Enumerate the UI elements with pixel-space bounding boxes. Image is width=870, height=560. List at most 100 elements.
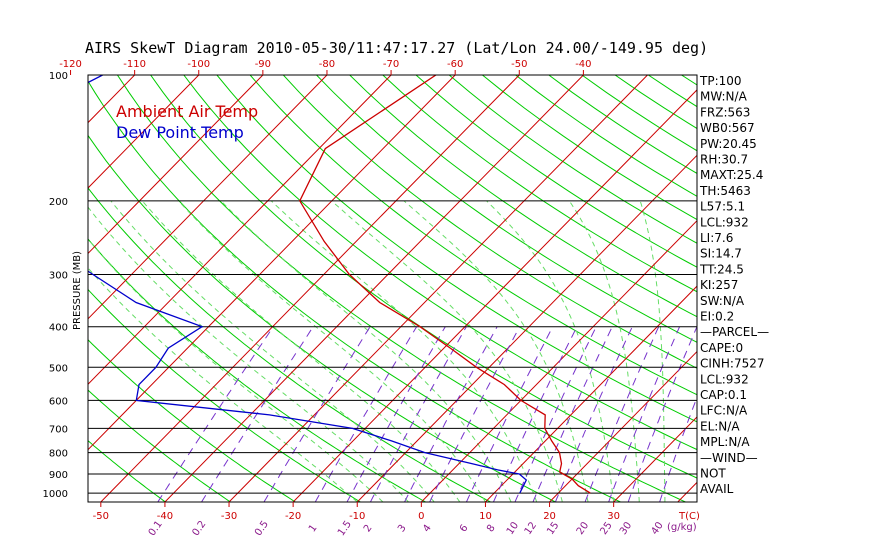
mixing-ratio-label: 20: [575, 520, 591, 537]
top-temperature-axis: -120 -110 -100 -90 -80 -70 -60 -50 -40: [59, 59, 592, 75]
moist-adiabat: [88, 267, 358, 502]
mixing-ratio-line: [554, 326, 633, 502]
mixing-ratio-line: [201, 326, 314, 502]
top-tick-label: -120: [59, 59, 82, 70]
dry-adiabat: [316, 75, 697, 343]
isotherm: [742, 75, 870, 502]
ambient-air-temp-line: [299, 75, 591, 494]
dry-adiabat: [88, 288, 361, 502]
mixing-ratio-label: 1: [307, 523, 320, 535]
moist-adiabat: [486, 200, 615, 502]
legend-dewpoint: Dew Point Temp: [116, 123, 244, 142]
top-tick-label: -80: [319, 59, 335, 70]
mixing-ratio-label: 3: [396, 523, 409, 535]
moist-adiabat: [110, 200, 435, 502]
dry-adiabat: [88, 440, 166, 502]
index-label: FRZ:563: [700, 105, 750, 119]
dry-adiabat: [88, 134, 556, 502]
moist-adiabat: [220, 200, 512, 502]
mixing-ratio-label: 8: [485, 523, 498, 535]
isotherm: [0, 75, 6, 502]
mixing-ratio-label: 40: [649, 520, 665, 537]
isotherm: [88, 75, 456, 451]
dry-adiabat: [382, 75, 697, 293]
bottom-tick-label: 30: [607, 511, 620, 522]
top-tick-label: -90: [255, 59, 271, 70]
dry-adiabat: [183, 75, 697, 451]
mixing-ratio-line: [492, 326, 578, 502]
top-tick-label: -70: [383, 59, 399, 70]
dry-adiabat: [88, 339, 296, 502]
bottom-tick-label: -30: [221, 511, 237, 522]
dry-adiabat: [249, 75, 697, 396]
mixing-ratio-label: 15: [545, 520, 561, 537]
mixing-ratio-line: [369, 326, 467, 502]
index-label: AVAIL: [700, 482, 734, 496]
top-tick-label: -60: [447, 59, 463, 70]
pressure-tick-label: 400: [49, 323, 68, 334]
mixing-ratio-line: [627, 326, 697, 502]
index-label: MPL:N/A: [700, 435, 750, 449]
index-label: CAP:0.1: [700, 388, 747, 402]
mixing-ratio-label: 6: [458, 523, 471, 535]
index-label: CAPE:0: [700, 341, 743, 355]
isotherm: [292, 89, 697, 502]
pressure-tick-label: 600: [49, 396, 68, 407]
index-label: RH:30.7: [700, 153, 748, 167]
dry-adiabat: [88, 238, 426, 502]
mixing-ratio-line: [659, 395, 697, 502]
mixing-ratio-label: 12: [523, 520, 539, 537]
index-label: MW:N/A: [700, 90, 748, 104]
chart-title: AIRS SkewT Diagram 2010-05-30/11:47:17.2…: [85, 39, 708, 57]
bottom-tick-label: -10: [349, 511, 365, 522]
dry-adiabat: [748, 75, 870, 502]
pressure-tick-label: 700: [49, 424, 68, 435]
index-label: MAXT:25.4: [700, 168, 763, 182]
bottom-tick-label: 10: [479, 511, 492, 522]
bottom-tick-label: 20: [543, 511, 556, 522]
index-label: SW:N/A: [700, 294, 745, 308]
mixing-ratio-line: [314, 326, 418, 502]
pressure-tick-label: 500: [49, 363, 68, 374]
index-label: TH:5463: [699, 184, 751, 198]
dry-adiabat: [282, 75, 697, 369]
pressure-tick-label: 900: [49, 470, 68, 481]
y-axis-label: PRESSURE (MB): [72, 251, 83, 330]
index-label: CINH:7527: [700, 357, 765, 371]
plot-frame: [87, 74, 698, 503]
index-label: L57:5.1: [700, 200, 745, 214]
top-tick-label: -40: [575, 59, 591, 70]
dry-adiabat: [216, 75, 697, 423]
index-label: —PARCEL—: [700, 325, 769, 339]
dry-adiabat: [415, 75, 697, 268]
moist-adiabat: [141, 200, 461, 502]
mixing-ratio-label: 30: [618, 520, 634, 537]
mixing-ratio-label: 25: [598, 520, 614, 537]
pressure-tick-label: 300: [49, 271, 68, 282]
index-label: EI:0.2: [700, 310, 734, 324]
index-label: —WIND—: [700, 451, 758, 465]
index-label: TT:24.5: [699, 262, 744, 276]
bottom-tick-label: 0: [418, 511, 424, 522]
diagram-grid: [0, 75, 870, 502]
isotherm: [228, 75, 648, 502]
dry-adiabat: [88, 389, 231, 502]
index-label: TP:100: [699, 74, 742, 88]
isotherm: [549, 350, 697, 502]
mixing-ratio-unit: (g/kg): [667, 522, 697, 533]
index-label: KI:257: [700, 278, 738, 292]
bottom-tick-label: -20: [285, 511, 301, 522]
top-tick-label: -100: [187, 59, 210, 70]
bottom-tick-label: -40: [157, 511, 173, 522]
index-label: SI:14.7: [700, 247, 742, 261]
mixing-ratio-label: 0.2: [190, 519, 208, 538]
pressure-tick-label: 1000: [43, 489, 68, 500]
bottom-tick-label: -50: [93, 511, 109, 522]
pressure-tick-label: 800: [49, 449, 68, 460]
dry-adiabat: [648, 75, 697, 108]
mixing-ratio-line: [608, 326, 681, 502]
mixing-ratio-line: [346, 326, 446, 502]
mixing-ratio-label: 2: [362, 523, 375, 535]
